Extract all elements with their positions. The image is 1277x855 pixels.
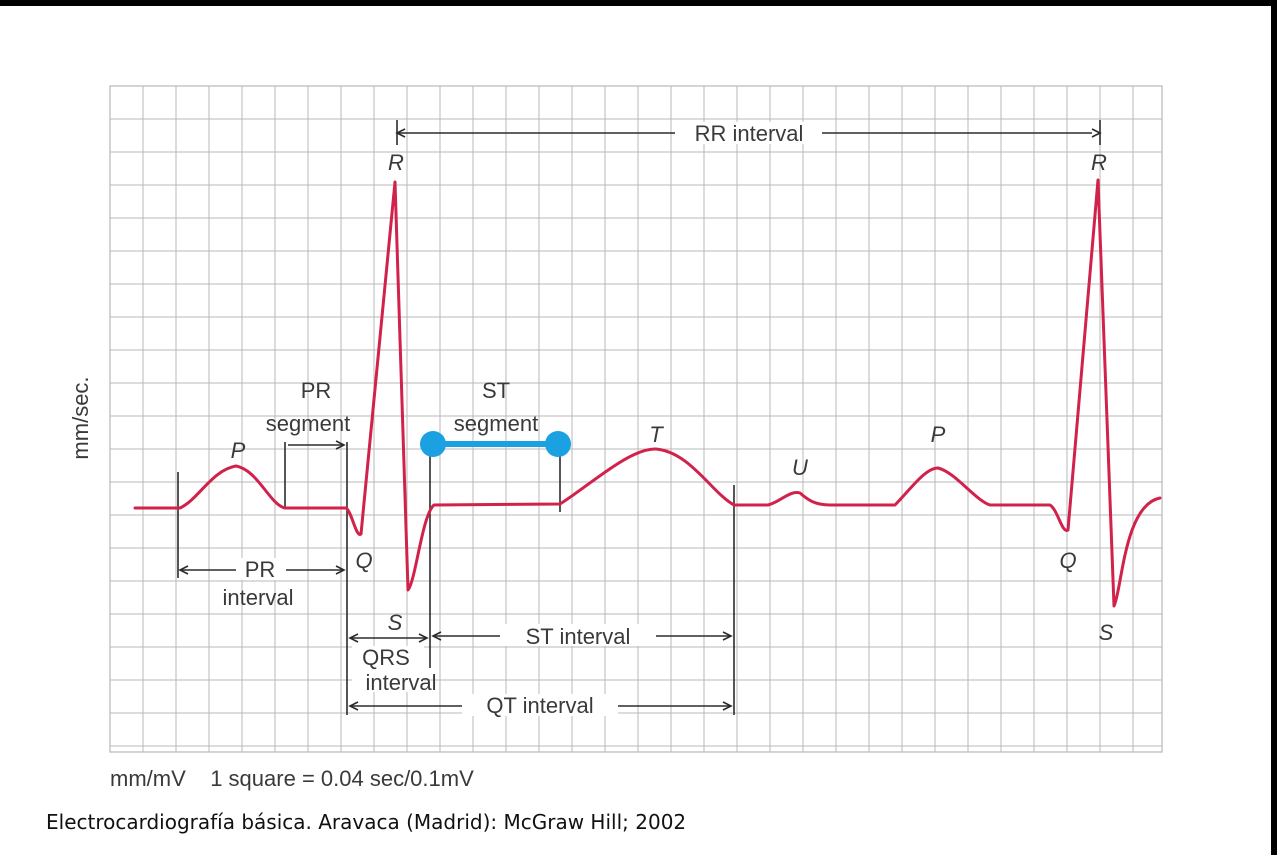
r1-wave-label: R: [388, 150, 404, 175]
pr-interval-label-1: PR: [245, 557, 276, 582]
qrs-arrow-head-right: [418, 633, 429, 643]
source-citation: Electrocardiografía básica. Aravaca (Mad…: [46, 810, 687, 834]
r2-wave-label: R: [1091, 150, 1107, 175]
pr-interval-arrow-head-right: [335, 565, 346, 575]
st-segment-label-2: segment: [454, 411, 538, 436]
pr-interval-arrow-head-left: [178, 565, 189, 575]
rr-arrow-right: [1091, 128, 1102, 138]
st-interval-label: ST interval: [526, 624, 631, 649]
pr-segment-label-1: PR: [301, 378, 332, 403]
rr-interval-label: RR interval: [695, 121, 804, 146]
st-interval-label-bg: [500, 624, 656, 646]
pr-segment-label-2: segment: [266, 411, 350, 436]
st-highlight-start-dot: [420, 431, 446, 457]
rr-label-bg: [676, 122, 822, 144]
qt-interval-arrow-head-left: [348, 701, 359, 711]
qt-interval-label-bg: [462, 694, 618, 716]
qrs-label-1: QRS: [362, 645, 410, 670]
grid-scale-note: mm/mV 1 square = 0.04 sec/0.1mV: [110, 766, 474, 791]
ecg-trace: [133, 178, 1162, 608]
qrs-arrow-head-left: [348, 633, 359, 643]
st-interval-arrow-head-left: [431, 631, 442, 641]
pr-interval-label-2: interval: [223, 585, 294, 610]
t-wave-label: T: [649, 422, 664, 447]
p1-wave-label: P: [231, 438, 246, 463]
u-wave-label: U: [792, 455, 808, 480]
interval-markers: [177, 120, 1102, 715]
st-segment-label-1: ST: [482, 378, 510, 403]
q1-wave-label: Q: [355, 548, 372, 573]
st-highlight-end-dot: [545, 431, 571, 457]
qt-interval-label: QT interval: [486, 693, 593, 718]
pr-interval-label-bg: [236, 558, 286, 580]
st-interval-arrow-head-right: [722, 631, 733, 641]
qrs-label-2: interval: [366, 670, 437, 695]
p2-wave-label: P: [931, 422, 946, 447]
st-segment-highlight: [420, 431, 571, 457]
pr-segment-arrow-head: [335, 440, 346, 450]
s2-wave-label: S: [1099, 620, 1114, 645]
rr-arrow-left: [395, 128, 406, 138]
q2-wave-label: Q: [1059, 548, 1076, 573]
qt-interval-arrow-head-right: [722, 701, 733, 711]
y-axis-label: mm/sec.: [68, 376, 93, 459]
qrs-label-bg: [352, 646, 424, 692]
s1-wave-label: S: [388, 610, 403, 635]
diagram-labels: RR interval R R PR segment ST segment P …: [68, 121, 1114, 718]
